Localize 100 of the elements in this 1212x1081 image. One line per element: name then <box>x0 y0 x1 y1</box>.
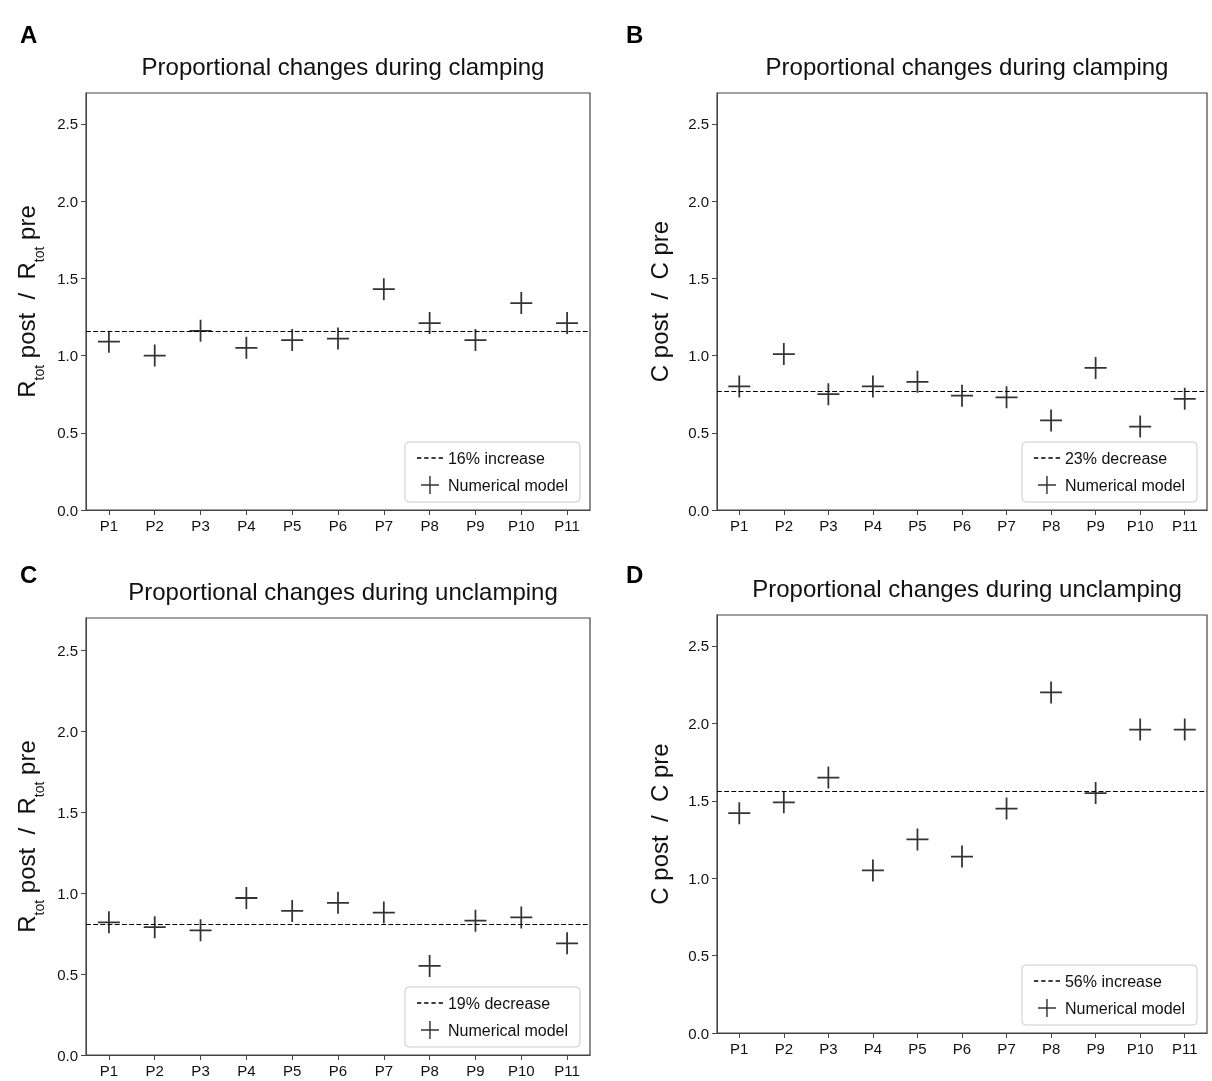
y-axis-title: Rtot post / Rtot pre <box>12 740 48 933</box>
point <box>951 384 973 407</box>
y-tick-label: 0.5 <box>688 424 709 442</box>
x-tick-label: P2 <box>774 1040 793 1057</box>
x-tick-label: P9 <box>1086 1040 1105 1057</box>
x-tick-label: P10 <box>507 517 535 534</box>
y-tick-label: 0.0 <box>688 501 709 519</box>
point <box>510 292 533 315</box>
x-tick-label: P11 <box>1171 1040 1198 1057</box>
x-tick-label: P11 <box>554 1062 580 1079</box>
x-tick-label: P8 <box>420 1062 439 1079</box>
y-axis-title: C post / C pre <box>645 220 673 383</box>
point <box>143 916 166 939</box>
x-tick-label: P3 <box>819 517 838 534</box>
point <box>327 891 349 914</box>
y-tick-label: 1.5 <box>688 269 709 287</box>
y-tick-label: 1.5 <box>57 269 78 287</box>
y-axis-title: C post / C pre <box>645 743 673 905</box>
point <box>97 911 120 934</box>
text: D <box>626 560 644 588</box>
x-tick-label: P2 <box>145 517 164 534</box>
point <box>1084 356 1107 379</box>
point <box>817 383 840 406</box>
x-tick-label: P6 <box>328 1062 348 1079</box>
text: C <box>20 560 38 588</box>
x-tick-label: P5 <box>283 1062 302 1079</box>
y-tick-label: 1.5 <box>57 803 78 821</box>
x-tick-label: P3 <box>819 1040 838 1057</box>
point <box>1084 782 1107 805</box>
legend-label: 19% decrease <box>447 994 551 1012</box>
point <box>235 336 258 359</box>
y-tick-label: 2.5 <box>688 115 709 133</box>
y-tick-label: 2.0 <box>57 192 78 210</box>
x-tick-label: P1 <box>730 1040 749 1057</box>
point <box>418 312 441 335</box>
point <box>97 330 120 353</box>
y-tick-label: 1.0 <box>57 884 78 902</box>
legend-label: 23% decrease <box>1064 449 1168 467</box>
x-tick-label: P9 <box>466 517 485 534</box>
x-tick-label: P8 <box>1041 1040 1061 1057</box>
y-tick-label: 0.5 <box>57 965 78 983</box>
y-tick-label: 2.5 <box>57 641 78 659</box>
y-tick-label: 0.0 <box>57 501 78 519</box>
point <box>1173 387 1196 410</box>
y-tick-label: 2.0 <box>57 722 78 740</box>
point <box>418 954 441 977</box>
x-tick-label: P8 <box>420 517 439 534</box>
y-tick-label: 2.5 <box>57 115 78 133</box>
x-tick-label: P2 <box>774 517 793 534</box>
y-tick-label: 2.0 <box>688 192 709 210</box>
x-tick-label: P3 <box>191 1062 210 1079</box>
legend-label: 16% increase <box>447 449 546 467</box>
y-axis-title: Rtot post / Rtot pre <box>12 205 48 398</box>
x-tick-label: P1 <box>99 517 119 534</box>
legend-label: Numerical model <box>1064 476 1186 494</box>
x-tick-label: P5 <box>908 1040 927 1057</box>
y-tick-label: 2.0 <box>688 714 709 732</box>
chart-title: Proportional changes during unclamping <box>128 577 558 605</box>
x-tick-label: P6 <box>952 517 972 534</box>
point <box>556 932 579 955</box>
x-tick-label: P3 <box>191 517 210 534</box>
x-tick-label: P7 <box>374 1062 393 1079</box>
legend-label: 56% increase <box>1064 972 1163 990</box>
x-tick-label: P10 <box>507 1062 535 1079</box>
chart-title: Proportional changes during clamping <box>765 52 1169 80</box>
x-tick-label: P10 <box>1126 1040 1154 1057</box>
x-tick-label: P4 <box>237 1062 256 1079</box>
y-tick-label: 1.0 <box>688 347 709 365</box>
x-tick-label: P6 <box>328 517 348 534</box>
x-tick-label: P10 <box>1126 517 1154 534</box>
point <box>728 802 751 825</box>
x-tick-label: P6 <box>952 1040 972 1057</box>
x-tick-label: P1 <box>99 1062 119 1079</box>
x-tick-label: P9 <box>1086 517 1105 534</box>
x-tick-label: P4 <box>237 517 256 534</box>
text: A <box>20 20 38 48</box>
y-tick-label: 2.5 <box>688 637 709 655</box>
chart-title: Proportional changes during unclamping <box>752 574 1182 602</box>
point <box>281 899 304 922</box>
x-tick-label: P8 <box>1041 517 1061 534</box>
x-tick-label: P4 <box>863 1040 883 1057</box>
y-tick-label: 0.5 <box>57 424 78 442</box>
x-tick-label: P5 <box>283 517 302 534</box>
y-tick-label: 0.5 <box>688 947 709 965</box>
x-tick-label: P7 <box>997 517 1016 534</box>
legend-label: Numerical model <box>1064 999 1186 1017</box>
x-tick-label: P11 <box>554 517 580 534</box>
y-tick-label: 1.0 <box>688 869 709 887</box>
point <box>772 791 795 814</box>
x-tick-label: P4 <box>863 517 883 534</box>
chart-title: Proportional changes during clamping <box>141 52 545 80</box>
x-tick-label: P5 <box>908 517 927 534</box>
y-tick-label: 1.0 <box>57 347 78 365</box>
y-tick-label: 1.5 <box>688 792 709 810</box>
point <box>235 887 258 909</box>
point <box>772 343 795 366</box>
x-tick-label: P7 <box>997 1040 1016 1057</box>
point <box>372 278 395 301</box>
legend-label: Numerical model <box>447 1021 569 1039</box>
point <box>556 312 579 335</box>
